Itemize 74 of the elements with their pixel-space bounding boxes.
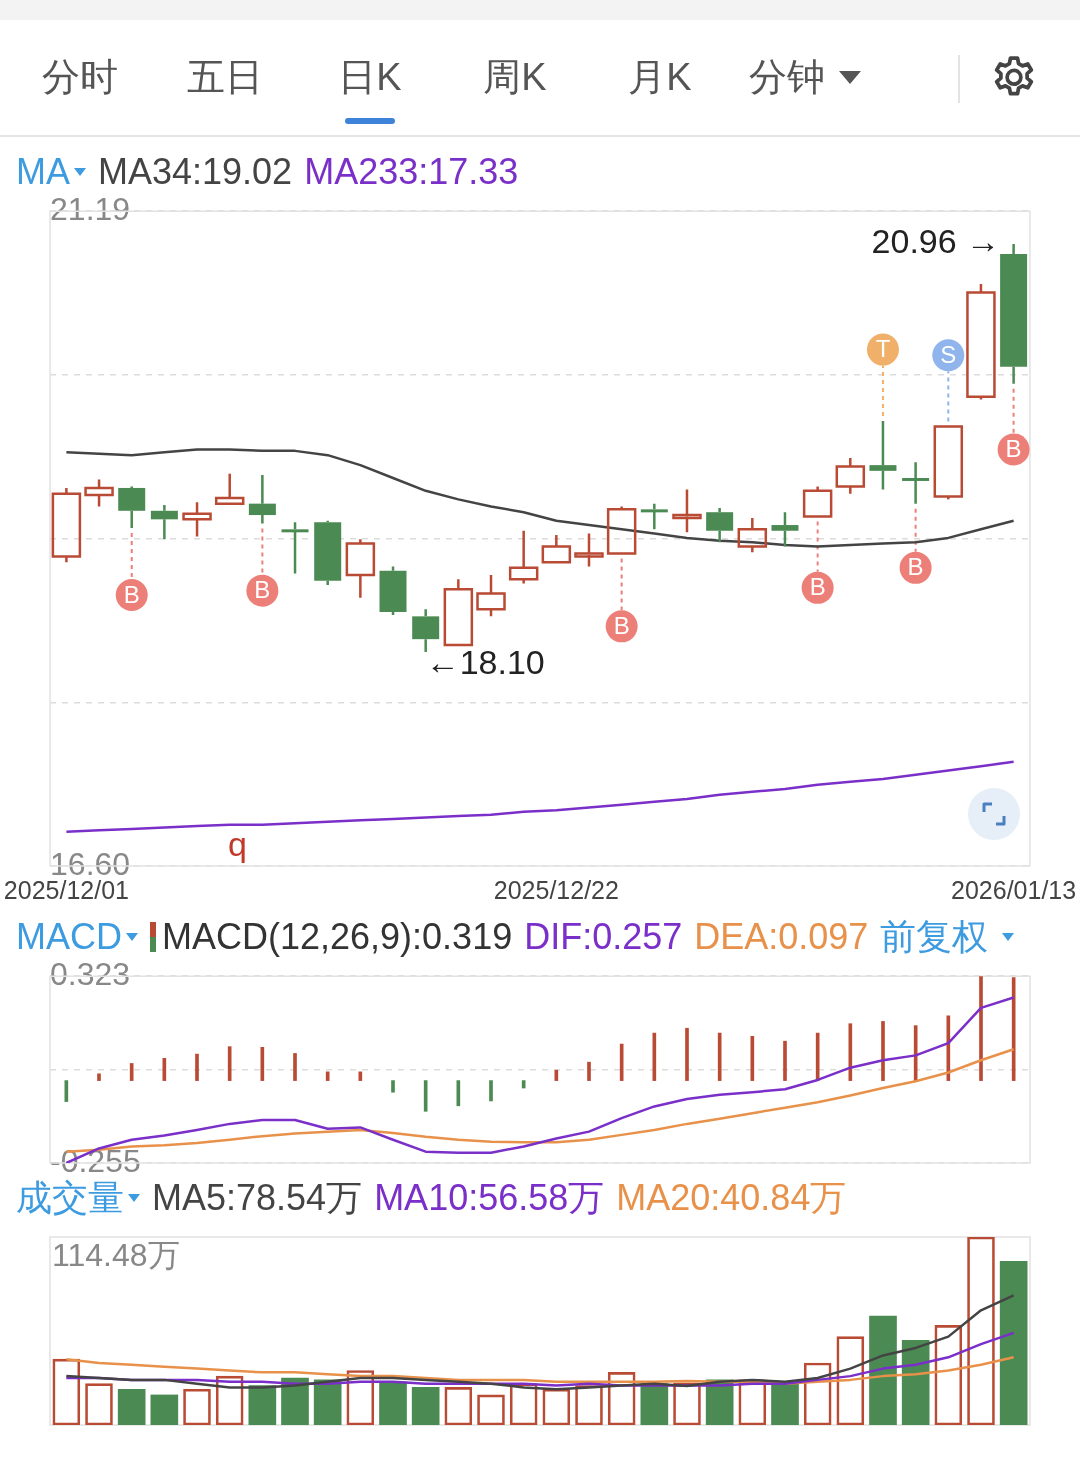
candlestick	[1000, 242, 1028, 386]
x-tick-label: 2025/12/22	[493, 875, 619, 904]
text: 前复权	[880, 914, 989, 959]
data-label: B	[613, 611, 630, 639]
candlestick	[345, 538, 376, 600]
y-tick-label: 21.19	[50, 191, 131, 228]
annotation: q	[228, 825, 247, 864]
text: 日K	[338, 55, 402, 100]
candlestick	[640, 502, 668, 531]
candlestick	[182, 500, 212, 538]
candlestick	[771, 510, 799, 548]
bar	[783, 1040, 787, 1081]
bar	[195, 1053, 199, 1081]
y-tick-label: 0.323	[50, 956, 131, 993]
candlestick	[737, 516, 768, 554]
bar	[489, 1080, 493, 1102]
bar	[411, 1387, 440, 1425]
annotation: 114.48万	[52, 1236, 180, 1273]
candlestick	[150, 503, 178, 541]
text: 分时	[42, 55, 118, 100]
bar	[293, 1053, 297, 1081]
data-label: B	[123, 580, 140, 608]
bar	[771, 1383, 799, 1425]
bar	[587, 1061, 591, 1081]
legend-title: MA	[16, 151, 70, 193]
candlestick	[476, 573, 506, 618]
candlestick	[214, 472, 245, 505]
data-label: S	[940, 340, 957, 368]
text: 分钟	[749, 55, 825, 100]
candlestick	[902, 461, 930, 505]
legend-title: MACD	[16, 916, 122, 958]
bar	[150, 1394, 179, 1425]
x-tick-label: 2025/12/01	[3, 875, 129, 904]
bar	[869, 1315, 897, 1425]
bar	[117, 1388, 146, 1425]
candlestick	[281, 520, 309, 575]
text: DEA:0.097	[694, 916, 869, 958]
bar	[999, 1261, 1028, 1425]
bar	[248, 1385, 277, 1425]
x-tick-label: 2026/01/13	[951, 875, 1077, 904]
bar	[281, 1377, 309, 1425]
text: MA5:78.54万	[152, 1175, 363, 1220]
candlestick	[248, 473, 276, 525]
candlestick	[508, 529, 539, 585]
legend-label: MACD(12,26,9):0.319	[162, 916, 513, 958]
candlestick	[672, 488, 702, 534]
annotation: ←18.10	[425, 643, 545, 682]
text: MA233:17.33	[304, 151, 519, 193]
bar	[685, 1027, 689, 1081]
data-label: B	[254, 576, 271, 604]
candlestick	[835, 456, 866, 495]
candlestick	[541, 533, 572, 564]
candlestick	[84, 478, 114, 508]
data-label: B	[1005, 435, 1022, 463]
candlestick	[706, 506, 734, 544]
text: MA10:56.58万	[374, 1175, 605, 1220]
candlestick	[869, 419, 897, 491]
candlestick	[443, 578, 474, 647]
text: MA20:40.84万	[616, 1175, 847, 1220]
bar	[97, 1073, 101, 1081]
text: DIF:0.257	[524, 916, 683, 958]
text: MA34:19.02	[98, 151, 293, 193]
bar	[979, 976, 983, 1081]
annotation: 20.96 →	[871, 222, 1001, 261]
text: 五日	[187, 55, 263, 100]
bar	[379, 1381, 407, 1425]
text: 月K	[628, 55, 692, 100]
candlestick	[574, 532, 604, 568]
data-label: B	[809, 573, 826, 601]
data-label: B	[907, 553, 924, 581]
data-label: T	[875, 335, 891, 363]
text: 周K	[483, 55, 547, 100]
bar	[881, 1021, 885, 1081]
bar	[391, 1080, 395, 1093]
